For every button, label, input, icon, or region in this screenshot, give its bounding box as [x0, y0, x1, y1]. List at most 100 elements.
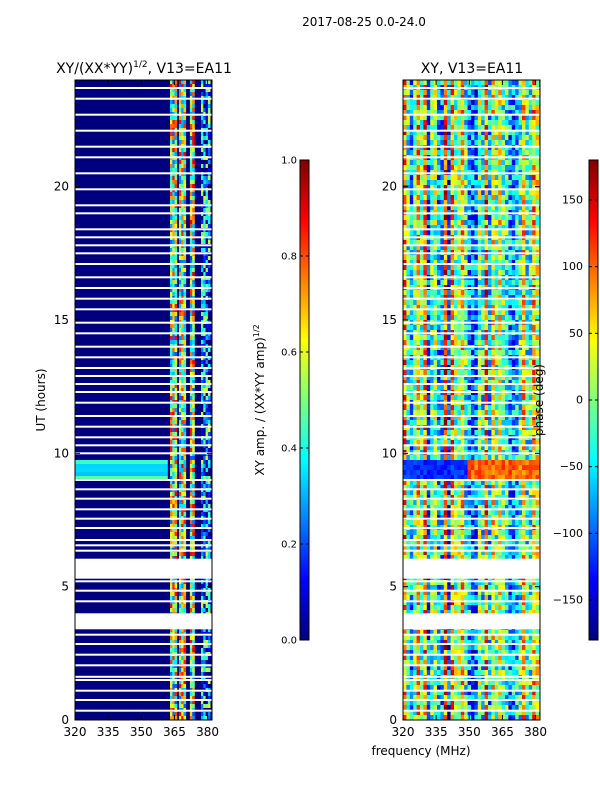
- phase-cell: [488, 190, 492, 196]
- phase-cell: [471, 360, 475, 366]
- phase-cell: [494, 125, 499, 131]
- amplitude-cell: [207, 280, 211, 285]
- amplitude-cell: [201, 716, 204, 720]
- phase-cell: [522, 205, 526, 211]
- phase-cell: [474, 405, 479, 411]
- phase-cell: [515, 225, 519, 231]
- amplitude-cell: [174, 264, 178, 269]
- phase-cell: [477, 385, 482, 391]
- amplitude-y-label: UT (hours): [34, 368, 48, 431]
- phase-cell: [474, 375, 479, 381]
- amplitude-cell: [189, 248, 193, 253]
- amplitude-cell: [181, 200, 184, 205]
- phase-cell: [413, 200, 417, 206]
- amplitude-cell: [189, 660, 193, 665]
- phase-cell: [488, 180, 492, 186]
- amplitude-cell: [189, 272, 193, 277]
- phase-cell: [454, 100, 458, 106]
- phase-cell: [409, 325, 414, 331]
- phase-cell: [413, 190, 417, 196]
- phase-cell: [491, 430, 496, 436]
- amplitude-cell: [203, 524, 206, 529]
- phase-cell: [484, 255, 489, 261]
- phase-cell: [406, 180, 411, 186]
- phase-cell: [505, 120, 509, 126]
- phase-cell: [515, 340, 519, 346]
- phase-cell: [454, 380, 458, 386]
- amplitude-cell: [189, 472, 193, 477]
- phase-cell: [450, 215, 455, 221]
- phase-cell: [508, 105, 513, 111]
- phase-cell: [501, 135, 506, 141]
- phase-cell: [494, 430, 499, 436]
- phase-cell: [409, 375, 414, 381]
- phase-cell: [416, 140, 421, 146]
- phase-cell: [443, 130, 448, 136]
- phase-cell: [443, 290, 448, 296]
- amplitude-cell: [170, 364, 173, 369]
- amplitude-cell: [203, 596, 206, 601]
- phase-cell: [413, 420, 417, 426]
- phase-cell: [430, 280, 434, 286]
- amplitude-cell: [205, 284, 209, 289]
- amplitude-cell: [172, 492, 175, 497]
- phase-cell: [491, 190, 496, 196]
- phase-cell: [515, 290, 519, 296]
- phase-cell: [535, 315, 540, 321]
- phase-cell: [423, 80, 428, 86]
- amplitude-cell: [174, 592, 178, 597]
- amplitude-cell: [192, 88, 195, 93]
- amplitude-cell: [183, 184, 187, 189]
- amplitude-cell: [75, 476, 168, 481]
- amplitude-cell: [183, 532, 187, 537]
- phase-cell: [426, 260, 431, 266]
- phase-cell: [528, 110, 533, 116]
- amplitude-cell: [181, 596, 184, 601]
- phase-cell: [464, 90, 468, 96]
- phase-cell: [443, 350, 448, 356]
- phase-cell: [413, 395, 417, 401]
- amplitude-cell: [170, 184, 173, 189]
- amplitude-cell: [189, 696, 193, 701]
- amplitude-cell: [183, 216, 187, 221]
- amplitude-cell: [178, 84, 182, 89]
- phase-cell: [498, 130, 502, 136]
- x-tick-label: 320: [64, 725, 87, 739]
- amplitude-cell: [207, 640, 211, 645]
- phase-cell: [535, 255, 540, 261]
- phase-cell: [433, 370, 438, 376]
- phase-cell: [409, 265, 414, 271]
- phase-cell: [440, 420, 445, 426]
- amplitude-cell: [183, 556, 187, 561]
- phase-cell: [474, 225, 479, 231]
- phase-cell: [450, 340, 455, 346]
- phase-cell: [498, 270, 502, 276]
- phase-cell: [416, 90, 421, 96]
- phase-cell: [488, 115, 492, 121]
- amplitude-cell: [170, 152, 173, 157]
- phase-cell: [518, 255, 523, 261]
- phase-cell: [525, 420, 530, 426]
- phase-cell: [420, 220, 424, 226]
- phase-cell: [515, 315, 519, 321]
- phase-cell: [488, 195, 492, 201]
- phase-cell: [508, 110, 513, 116]
- phase-cell: [518, 310, 523, 316]
- amplitude-cell: [201, 368, 204, 373]
- phase-cell: [413, 380, 417, 386]
- amplitude-cell: [172, 208, 175, 213]
- phase-cell: [474, 295, 479, 301]
- phase-cell: [525, 280, 530, 286]
- amplitude-cell: [181, 440, 184, 445]
- phase-cell: [437, 420, 441, 426]
- amplitude-cell: [192, 152, 195, 157]
- amplitude-cell: [207, 340, 211, 345]
- amplitude-cell: [192, 136, 195, 141]
- phase-cell: [471, 350, 475, 356]
- amplitude-cell: [181, 416, 184, 421]
- amplitude-cell: [205, 668, 209, 673]
- phase-cell: [437, 165, 441, 171]
- phase-cell: [525, 405, 530, 411]
- phase-cell: [430, 385, 434, 391]
- amplitude-cell: [207, 416, 211, 421]
